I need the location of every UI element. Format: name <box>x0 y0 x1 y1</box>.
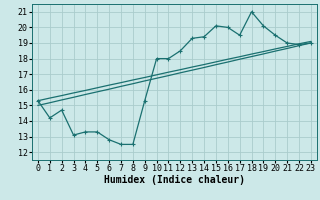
X-axis label: Humidex (Indice chaleur): Humidex (Indice chaleur) <box>104 175 245 185</box>
